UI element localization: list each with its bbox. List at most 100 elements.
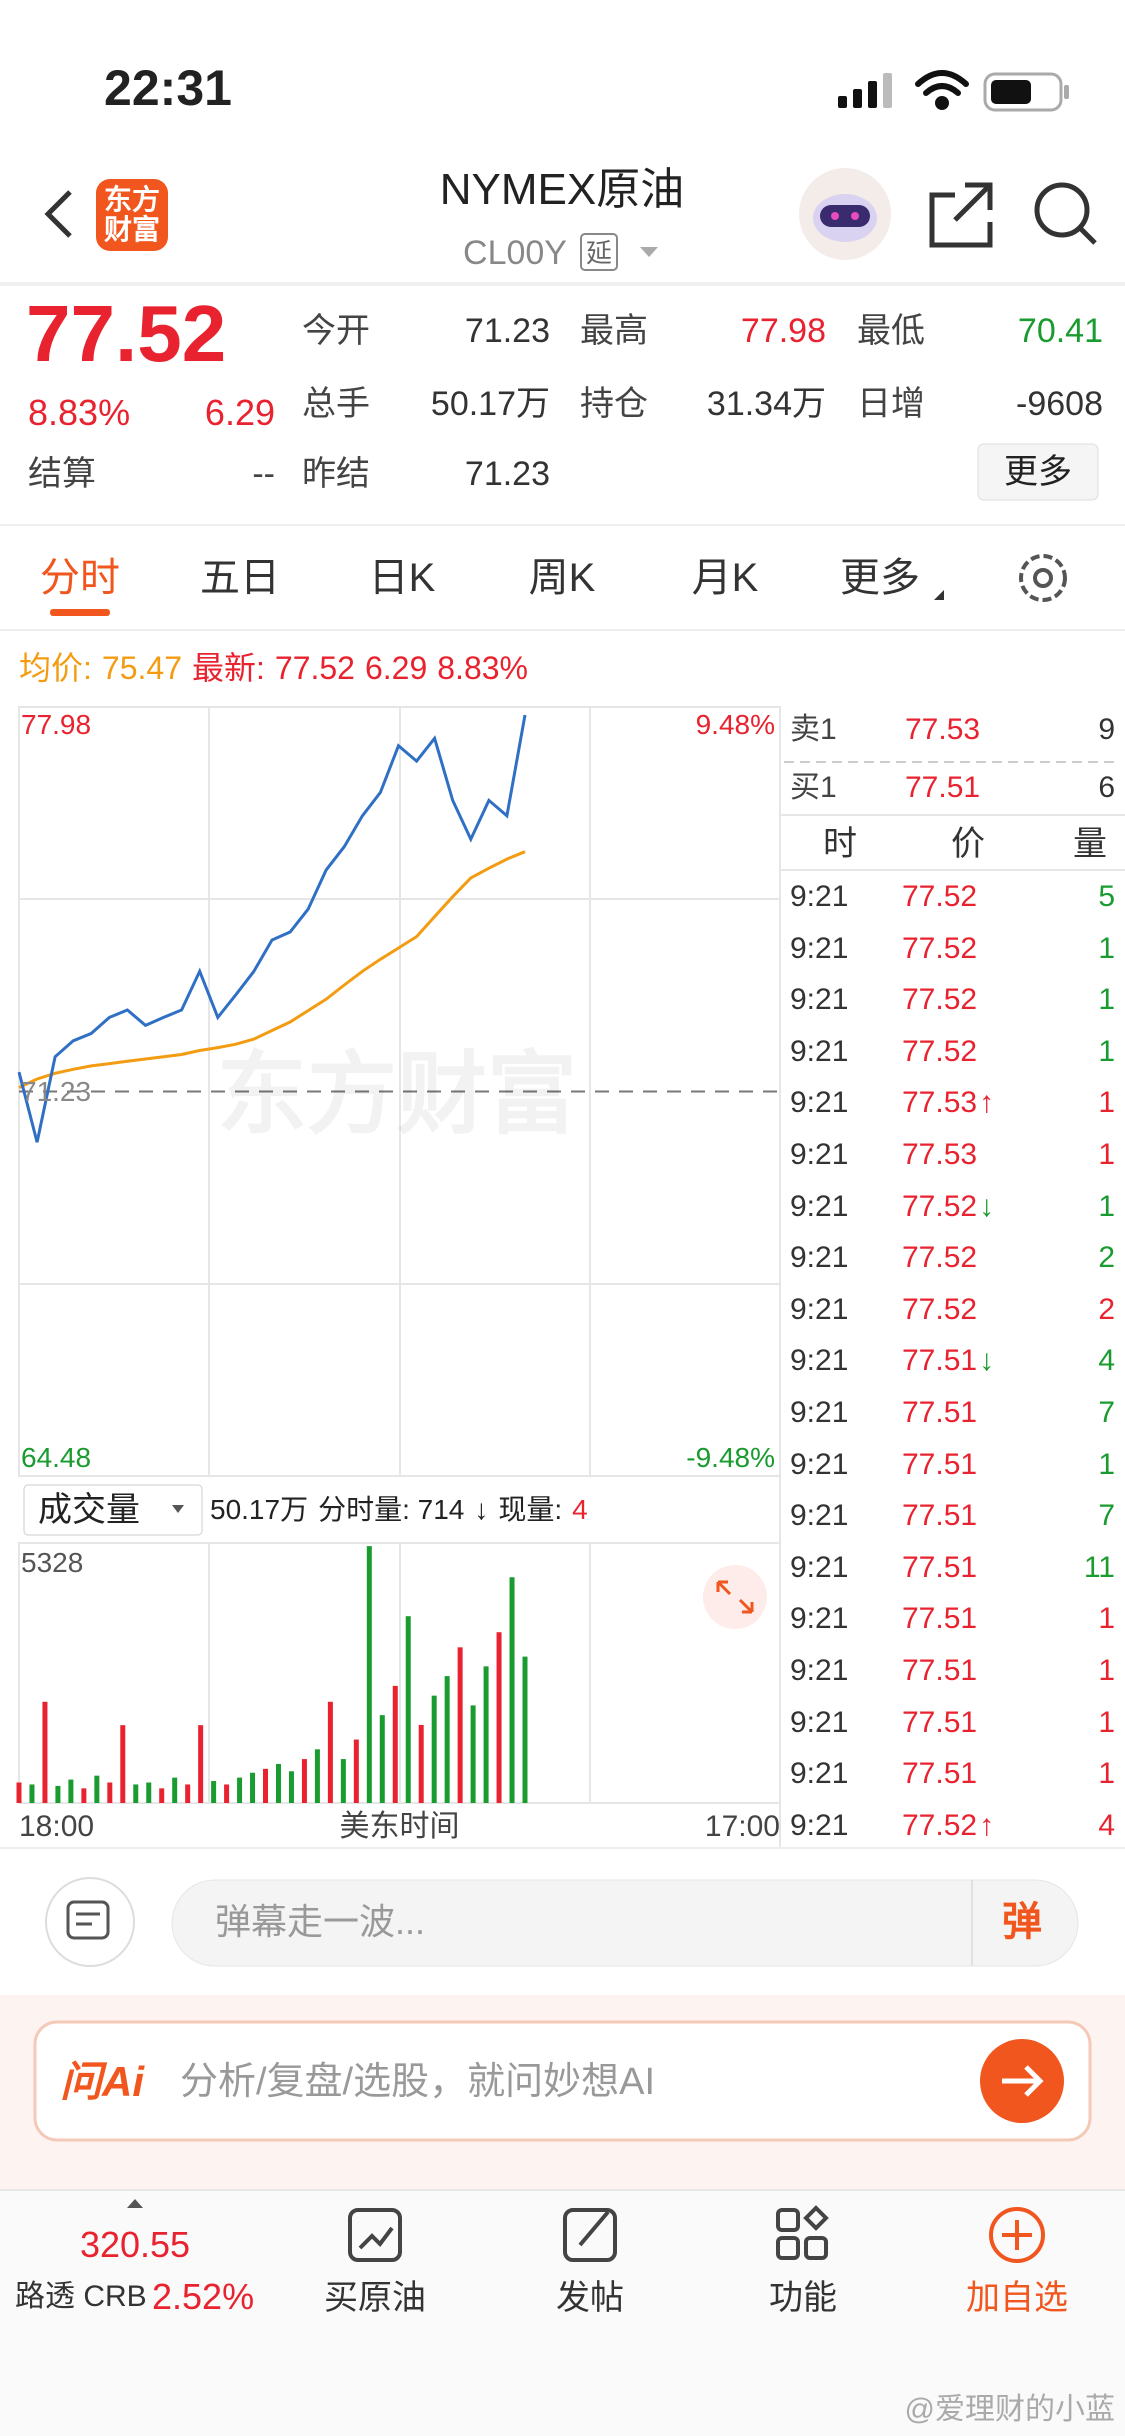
trade-arrow: ↓ <box>979 1344 995 1378</box>
y-tick-label: 5328 <box>21 1547 84 1578</box>
trade-volume: 1 <box>1098 1654 1115 1687</box>
nav-item[interactable]: 买原油 <box>324 2279 426 2317</box>
tab[interactable]: 分时 <box>40 556 120 600</box>
ai-input[interactable] <box>33 2020 1092 2142</box>
danmaku-button[interactable]: 弹 <box>1002 1900 1042 1944</box>
trade-price-cell: 77.51 <box>902 1552 977 1583</box>
trade-volume: 1 <box>1098 1138 1115 1171</box>
divider <box>0 524 1125 526</box>
trades-header: 量 <box>1073 825 1107 863</box>
trade-price-cell: 77.52 <box>902 985 977 1015</box>
danmaku-placeholder[interactable]: 弹幕走一波... <box>215 1901 426 1942</box>
back-button[interactable] <box>44 190 72 238</box>
volume-selector[interactable] <box>23 1484 203 1536</box>
settings-icon[interactable] <box>1019 554 1067 602</box>
volume-bar <box>81 1788 87 1803</box>
trade-volume: 1 <box>1098 931 1115 965</box>
ai-placeholder[interactable]: 分析/复盘/选股，就问妙想AI <box>180 2061 656 2103</box>
trade-arrow: ↑ <box>979 1086 995 1120</box>
pct: 8.83% <box>437 650 528 686</box>
trade-arrow: ↑ <box>979 1808 995 1842</box>
trade-price: 77.51 <box>902 1654 978 1687</box>
more-button-label[interactable]: 更多 <box>1004 453 1072 491</box>
nav-item[interactable]: 加自选 <box>966 2279 1068 2317</box>
trade-time: 9:21 <box>790 1654 849 1687</box>
tab[interactable]: 更多 <box>840 556 920 600</box>
change: 6.29 <box>364 650 428 686</box>
y-tick-label: 64.48 <box>21 1442 92 1473</box>
ai-send-button[interactable] <box>980 2039 1064 2123</box>
price-line <box>18 850 526 1089</box>
arrow: ↓ <box>474 1494 489 1525</box>
volume-bar <box>522 1656 528 1803</box>
trade-price-cell: 77.53 ↑ <box>902 1088 994 1118</box>
trade-price: 77.52 <box>902 1189 978 1223</box>
trade-time: 9:21 <box>790 1344 849 1378</box>
trade-price: 77.52 <box>902 880 978 913</box>
trade-price-cell: 77.52 <box>902 933 977 964</box>
x-tick-label: 美东时间 <box>339 1810 460 1843</box>
trade-time: 9:21 <box>790 1396 849 1429</box>
nav-item[interactable]: 功能 <box>769 2279 837 2317</box>
now-label: 现量: <box>498 1494 563 1525</box>
trade-time: 9:21 <box>790 1138 849 1171</box>
trade-volume: 1 <box>1098 1757 1115 1791</box>
volume-bar <box>457 1647 463 1803</box>
index-name: 路透 CRB <box>15 2280 147 2313</box>
volume-total: 50.17万 <box>210 1494 309 1525</box>
stat-value: 71.23 <box>464 312 550 350</box>
tick-volume: 分时量: 714 <box>318 1494 465 1525</box>
trade-volume: 11 <box>1083 1550 1115 1584</box>
more-button[interactable] <box>977 443 1099 501</box>
trade-price: 77.52 <box>902 1241 978 1275</box>
expand-icon[interactable] <box>703 1565 767 1629</box>
volume-bar <box>55 1785 61 1803</box>
latest: 77.52 <box>274 650 355 686</box>
watermark: @爱理财的小蓝 <box>904 2393 1115 2426</box>
tab[interactable]: 五日 <box>200 556 280 600</box>
change: 6.29 <box>204 392 275 433</box>
volume-bar <box>224 1784 230 1803</box>
index-arrow <box>127 2199 143 2208</box>
volume-selector[interactable]: 成交量 <box>38 1491 140 1529</box>
volume-bar <box>470 1705 476 1803</box>
volume-bar <box>185 1784 191 1803</box>
danmaku-input[interactable] <box>171 1879 1079 1967</box>
tab[interactable]: 日K <box>368 556 436 600</box>
danmaku-icon[interactable] <box>45 1877 135 1967</box>
add-watch-icon[interactable] <box>989 2207 1045 2263</box>
tab[interactable]: 周K <box>528 556 596 600</box>
trade-time: 9:21 <box>790 1086 849 1120</box>
stat-label: 总手 <box>302 385 370 423</box>
robot-icon[interactable] <box>799 168 891 260</box>
volume-bar <box>327 1701 333 1803</box>
post-icon[interactable] <box>563 2208 617 2262</box>
trade-time: 9:21 <box>790 1757 849 1791</box>
trade-volume: 2 <box>1098 1292 1115 1326</box>
trade-price: 77.52 <box>902 1808 978 1842</box>
logo-text: 东方 <box>103 184 161 215</box>
signal-icon <box>838 73 892 108</box>
pct-label: -9.48% <box>686 1442 775 1473</box>
volume-bar <box>392 1685 398 1803</box>
nav-item[interactable]: 发帖 <box>556 2279 624 2317</box>
x-tick-label: 18:00 <box>19 1810 95 1843</box>
dropdown-arrow[interactable] <box>640 247 658 257</box>
share-icon[interactable] <box>929 182 993 248</box>
trade-price: 77.53 <box>902 1086 978 1120</box>
stat-value: 71.23 <box>464 455 550 493</box>
search-icon[interactable] <box>1034 182 1097 245</box>
book-volume: 6 <box>1098 771 1115 804</box>
index-pct: 2.52% <box>152 2276 255 2317</box>
stat-label: 最低 <box>857 312 925 350</box>
trade-price: 77.51 <box>902 1447 978 1481</box>
function-icon[interactable] <box>776 2205 829 2260</box>
volume-bar <box>496 1632 502 1803</box>
battery-icon <box>983 72 1069 112</box>
volume-bar <box>314 1749 320 1803</box>
trade-price-cell: 77.51 <box>902 1759 977 1789</box>
tab[interactable]: 月K <box>691 556 759 600</box>
buy-icon[interactable] <box>348 2208 402 2262</box>
volume-bar <box>509 1577 515 1803</box>
